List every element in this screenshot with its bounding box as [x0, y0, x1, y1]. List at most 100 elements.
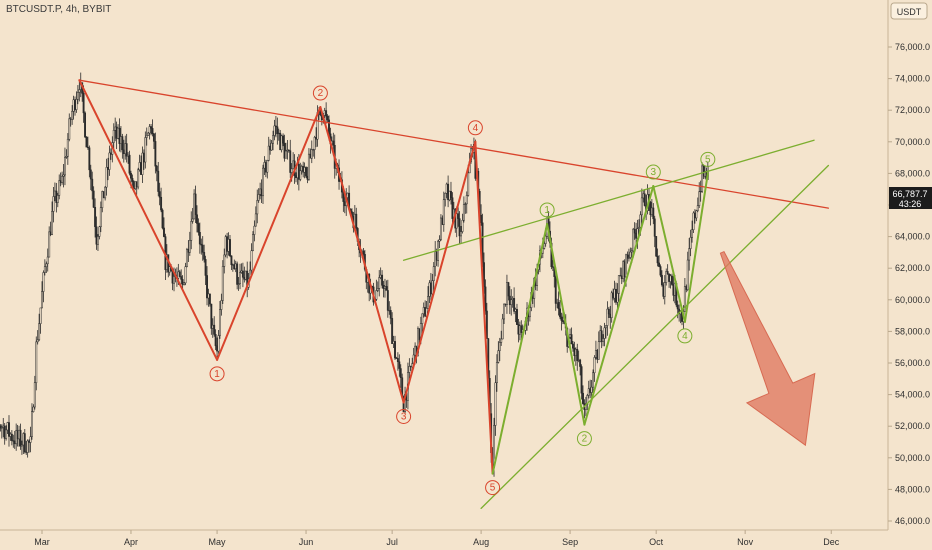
- candle-body: [520, 325, 523, 333]
- price-unit-box[interactable]: [890, 2, 928, 20]
- candle-body: [203, 252, 206, 260]
- time-axis[interactable]: Mar Apr May Jun Jul Aug Sep Oct Nov Dec: [34, 530, 840, 547]
- red-wave-segment: [216, 106, 322, 361]
- candle-body: [696, 205, 699, 211]
- candle-body: [516, 309, 518, 325]
- time-tick-label: Aug: [473, 537, 489, 547]
- candle-body: [220, 300, 223, 310]
- candle-body: [666, 271, 669, 275]
- candle-body: [33, 382, 36, 408]
- green-wave-segment: [491, 222, 549, 475]
- candle-body: [572, 343, 574, 349]
- last-price-tag: 66,787.7 43:26: [889, 187, 932, 209]
- candle-body: [180, 276, 183, 280]
- candle-body: [221, 266, 224, 301]
- last-price-tag-box: [889, 187, 932, 209]
- candle-body: [218, 309, 221, 336]
- candle-body: [355, 213, 358, 229]
- candle-body: [267, 145, 270, 161]
- candle-body: [95, 226, 98, 245]
- candle-body: [204, 259, 207, 276]
- candle-body: [451, 197, 454, 219]
- price-tick-label: 62,000.0: [895, 263, 930, 273]
- candle-body: [605, 325, 607, 329]
- candle-body: [610, 292, 613, 318]
- candle-body: [653, 218, 656, 237]
- candle-body: [266, 160, 269, 173]
- candle-body: [702, 165, 705, 177]
- price-tick-label: 56,000.0: [895, 358, 930, 368]
- candle-body: [561, 320, 564, 322]
- candle-body: [128, 154, 131, 174]
- red-wave-segment: [402, 140, 477, 404]
- candle-body: [190, 221, 193, 241]
- price-tick-label: 60,000.0: [895, 295, 930, 305]
- candle-body: [152, 133, 155, 142]
- candle-body: [528, 307, 531, 318]
- candle-body: [184, 266, 187, 284]
- price-tick-label: 74,000.0: [895, 74, 930, 84]
- time-tick-label: May: [209, 537, 227, 547]
- candle-body: [86, 146, 89, 149]
- candle-body: [689, 237, 692, 249]
- candle-body: [450, 190, 452, 198]
- candle-body: [381, 274, 384, 286]
- candle-body: [229, 239, 231, 257]
- candle-body: [597, 341, 600, 360]
- candle-body: [557, 302, 560, 310]
- candle-body: [394, 341, 396, 359]
- candle-body: [495, 362, 498, 384]
- candle-body: [500, 338, 503, 343]
- candle-body: [586, 395, 589, 405]
- candle-body: [376, 288, 379, 291]
- candle-body: [270, 142, 273, 151]
- candle-body: [82, 93, 85, 114]
- price-tick-label: 72,000.0: [895, 105, 930, 115]
- candle-body: [91, 178, 94, 192]
- candle-body: [160, 196, 163, 211]
- candle-body: [461, 220, 464, 232]
- candle-body: [494, 382, 497, 426]
- candle-body: [579, 359, 582, 367]
- candle-body: [396, 358, 399, 363]
- candle-body: [362, 250, 365, 255]
- price-unit-label: USDT: [897, 7, 922, 17]
- candle-body: [36, 339, 39, 343]
- candle-body: [68, 118, 71, 140]
- candle-body: [386, 290, 389, 311]
- candle-body: [147, 132, 150, 136]
- candle-body: [698, 191, 701, 206]
- candle-body: [497, 350, 500, 363]
- candle-body: [513, 298, 516, 312]
- wave-label-circle: [485, 480, 501, 496]
- candle-body: [214, 334, 217, 347]
- candle-body: [554, 276, 557, 304]
- candle-body: [399, 368, 402, 378]
- wave-label-circle: [467, 120, 483, 136]
- wave-label-number: 1: [214, 369, 220, 380]
- red-wave-segment: [474, 140, 494, 475]
- time-tick-label: Dec: [823, 537, 840, 547]
- candle-body: [391, 318, 394, 344]
- candle-body: [178, 271, 181, 277]
- candle-body: [76, 92, 79, 100]
- candle-body: [236, 263, 239, 285]
- candle-body: [629, 251, 632, 258]
- wave-label-number: 4: [473, 123, 479, 134]
- candle-body: [378, 277, 381, 289]
- candle-body: [659, 266, 662, 276]
- price-tick-label: 64,000.0: [895, 232, 930, 242]
- candle-body: [691, 229, 694, 238]
- wave-label-circle: [677, 328, 693, 344]
- candle-body: [683, 286, 686, 312]
- candle-body: [23, 433, 26, 453]
- candle-body: [640, 197, 643, 216]
- candle-body: [210, 303, 213, 329]
- candle-body: [98, 226, 101, 237]
- candle-body: [173, 276, 175, 284]
- candle-body: [616, 293, 619, 303]
- candle-body: [617, 275, 620, 294]
- down-projection-arrow: [719, 250, 816, 447]
- candle-body: [655, 236, 658, 257]
